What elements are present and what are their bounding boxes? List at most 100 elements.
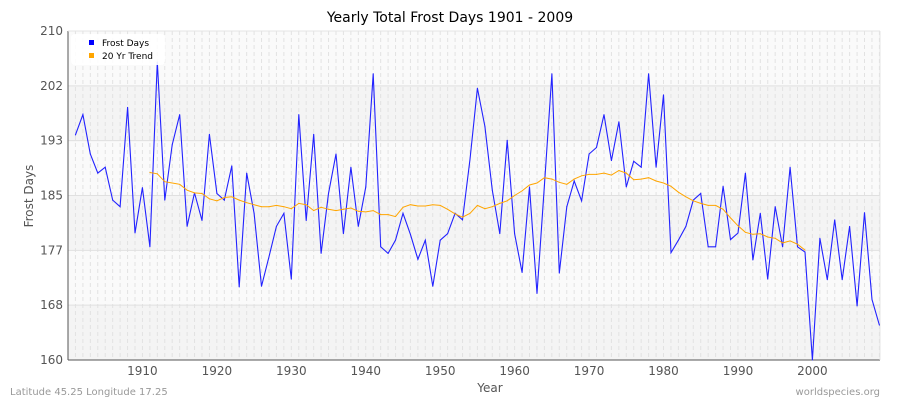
trend-point bbox=[789, 240, 791, 242]
trend-point bbox=[320, 206, 322, 208]
frost-days-point bbox=[633, 160, 635, 162]
chart-title: Yearly Total Frost Days 1901 - 2009 bbox=[326, 10, 573, 26]
frost-days-point bbox=[82, 114, 84, 116]
frost-days-point bbox=[551, 73, 553, 75]
frost-days-point bbox=[290, 278, 292, 280]
frost-days-point bbox=[789, 166, 791, 168]
trend-point bbox=[201, 193, 203, 195]
frost-days-point bbox=[819, 237, 821, 239]
trend-point bbox=[342, 208, 344, 210]
frost-days-point bbox=[171, 144, 173, 146]
trend-point bbox=[707, 204, 709, 206]
trend-point bbox=[186, 189, 188, 191]
frost-days-point bbox=[871, 298, 873, 300]
frost-days-point bbox=[804, 251, 806, 253]
plot-band bbox=[68, 31, 880, 86]
frost-days-point bbox=[97, 172, 99, 174]
frost-days-point bbox=[841, 279, 843, 281]
y-tick-label: 202 bbox=[40, 79, 63, 93]
legend: Frost Days 20 Yr Trend bbox=[71, 34, 165, 65]
frost-days-point bbox=[558, 272, 560, 274]
frost-days-point bbox=[141, 187, 143, 189]
frost-days-point bbox=[581, 200, 583, 202]
trend-point bbox=[268, 206, 270, 208]
frost-days-point bbox=[536, 293, 538, 295]
y-tick-label: 160 bbox=[40, 353, 63, 367]
frost-days-point bbox=[737, 232, 739, 234]
trend-point bbox=[208, 198, 210, 200]
frost-days-point bbox=[797, 246, 799, 248]
trend-point bbox=[610, 174, 612, 176]
frost-days-point bbox=[469, 158, 471, 160]
trend-point bbox=[290, 208, 292, 210]
frost-days-point bbox=[514, 233, 516, 235]
frost-days-point bbox=[782, 246, 784, 248]
frost-days-point bbox=[275, 225, 277, 227]
trend-point bbox=[216, 200, 218, 202]
trend-point bbox=[633, 179, 635, 181]
trend-point bbox=[514, 195, 516, 196]
frost-days-point bbox=[179, 114, 181, 116]
frost-days-point bbox=[424, 239, 426, 241]
trend-point bbox=[804, 249, 806, 251]
frost-days-point bbox=[372, 73, 374, 75]
trend-point bbox=[328, 208, 330, 210]
trend-point bbox=[402, 206, 404, 208]
trend-point bbox=[700, 202, 702, 204]
frost-days-point bbox=[201, 220, 203, 222]
trend-point bbox=[462, 216, 464, 218]
x-tick-label: 2000 bbox=[797, 364, 828, 378]
frost-days-point bbox=[432, 285, 434, 287]
frost-days-point bbox=[283, 212, 285, 214]
x-tick-label: 1990 bbox=[723, 364, 754, 378]
trend-point bbox=[506, 200, 508, 202]
frost-days-point bbox=[715, 246, 717, 248]
frost-days-point bbox=[573, 180, 575, 182]
frost-days-point bbox=[127, 106, 129, 108]
y-tick-label: 185 bbox=[40, 189, 63, 203]
frost-days-point bbox=[596, 146, 598, 148]
frost-days-point bbox=[447, 233, 449, 235]
trend-point bbox=[454, 213, 456, 215]
frost-days-point bbox=[826, 279, 828, 281]
frost-days-point bbox=[320, 252, 322, 254]
frost-days-point bbox=[268, 256, 270, 258]
trend-point bbox=[588, 173, 590, 175]
frost-days-point bbox=[670, 252, 672, 254]
y-tick-label: 177 bbox=[40, 243, 63, 257]
trend-point bbox=[469, 212, 471, 214]
frost-days-point bbox=[223, 199, 225, 201]
frost-days-point bbox=[856, 305, 858, 307]
trend-point bbox=[759, 233, 761, 235]
trend-point bbox=[357, 210, 359, 212]
trend-point bbox=[581, 175, 583, 177]
x-tick-label: 1910 bbox=[127, 364, 158, 378]
frost-days-point bbox=[313, 133, 315, 135]
trend-point bbox=[409, 204, 411, 206]
x-tick-label: 1940 bbox=[350, 364, 381, 378]
trend-point bbox=[387, 214, 389, 216]
frost-days-point bbox=[677, 239, 679, 241]
trend-point bbox=[246, 202, 248, 204]
frost-days-point bbox=[164, 199, 166, 201]
frost-days-point bbox=[112, 199, 114, 201]
trend-point bbox=[275, 204, 277, 206]
frost-days-point bbox=[186, 225, 188, 227]
frost-days-point bbox=[618, 121, 620, 123]
frost-days-point bbox=[462, 219, 464, 221]
frost-days-point bbox=[134, 232, 136, 234]
frost-days-point bbox=[700, 193, 702, 195]
trend-point bbox=[767, 236, 769, 238]
frost-days-point bbox=[864, 212, 866, 214]
frost-days-point bbox=[298, 114, 300, 116]
legend-frost-days: Frost Days bbox=[102, 39, 149, 49]
legend-trend: 20 Yr Trend bbox=[102, 52, 153, 62]
frost-days-point bbox=[588, 153, 590, 155]
trend-point bbox=[372, 210, 374, 212]
frost-days-point bbox=[744, 172, 746, 174]
frost-days-point bbox=[261, 285, 263, 287]
trend-point bbox=[149, 171, 151, 173]
trend-point bbox=[432, 204, 434, 206]
frost-days-point bbox=[529, 186, 531, 188]
trend-point bbox=[484, 208, 486, 210]
